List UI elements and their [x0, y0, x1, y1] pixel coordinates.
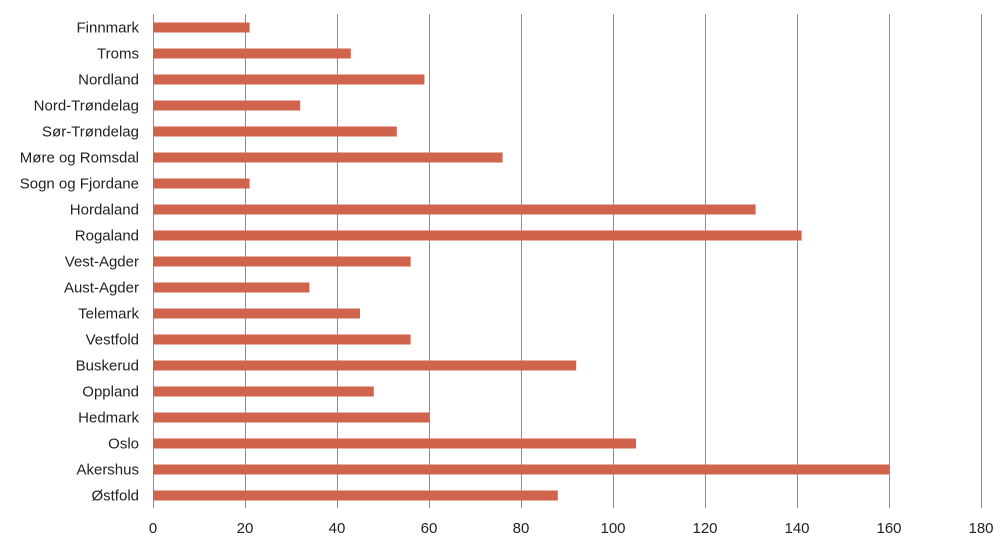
category-label: Aust-Agder	[64, 280, 139, 297]
category-label: Møre og Romsdal	[20, 150, 139, 167]
bar	[153, 152, 503, 163]
x-tick-label: 40	[329, 520, 346, 537]
x-tick-label: 180	[968, 520, 993, 537]
bar	[153, 48, 351, 59]
category-label: Nordland	[78, 72, 139, 89]
bar	[153, 204, 756, 215]
bar	[153, 126, 397, 137]
bar	[153, 464, 889, 475]
bar	[153, 100, 301, 111]
category-label: Hedmark	[78, 410, 139, 427]
category-label: Troms	[97, 46, 139, 63]
category-label: Rogaland	[75, 228, 139, 245]
category-label: Sogn og Fjordane	[20, 176, 139, 193]
category-label: Vestfold	[86, 332, 139, 349]
bar	[153, 22, 250, 33]
bar	[153, 412, 429, 423]
category-label: Telemark	[78, 306, 139, 323]
bar	[153, 282, 310, 293]
bar	[153, 308, 360, 319]
bar	[153, 178, 250, 189]
bar	[153, 74, 425, 85]
category-labels: Finnmark Troms Nordland Nord-Trøndelag Sør-T…	[20, 20, 140, 505]
x-tick-label: 80	[513, 520, 530, 537]
x-tick-label: 160	[876, 520, 901, 537]
x-tick-label: 140	[784, 520, 809, 537]
x-tick-label: 0	[149, 520, 157, 537]
category-label: Nord-Trøndelag	[34, 98, 139, 115]
bar	[153, 256, 411, 267]
bar	[153, 490, 558, 501]
bar	[153, 386, 374, 397]
category-label: Oslo	[108, 436, 139, 453]
bar	[153, 438, 636, 449]
x-tick-label: 120	[692, 520, 717, 537]
bar	[153, 334, 411, 345]
category-label: Østfold	[91, 488, 139, 505]
x-tick-labels: 0 20 40 60 80 100 120 140 160 180	[149, 520, 994, 537]
category-label: Hordaland	[70, 202, 139, 219]
bar-layer	[153, 22, 889, 501]
x-tick-label: 60	[421, 520, 438, 537]
category-label: Akershus	[76, 462, 139, 479]
bar	[153, 360, 577, 371]
bar	[153, 230, 802, 241]
x-tick-label: 100	[600, 520, 625, 537]
category-label: Oppland	[82, 384, 139, 401]
category-label: Sør-Trøndelag	[42, 124, 139, 141]
category-label: Vest-Agder	[65, 254, 139, 271]
category-label: Buskerud	[76, 358, 139, 375]
category-label: Finnmark	[76, 20, 139, 37]
grid-layer	[153, 14, 982, 508]
x-tick-label: 20	[237, 520, 254, 537]
